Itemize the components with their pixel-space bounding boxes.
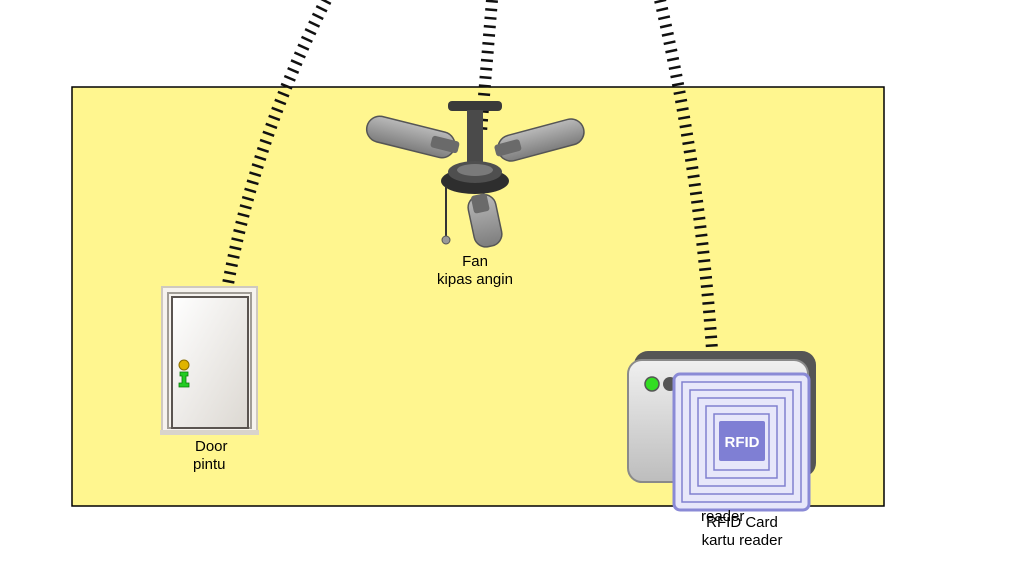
- rfid-label-top: reader: [701, 508, 745, 525]
- door-icon[interactable]: [160, 286, 259, 435]
- rfid-local-name: kartu reader: [701, 532, 783, 549]
- rfid-badge-text: RFID: [725, 434, 760, 451]
- door-local-name: pintu: [193, 456, 226, 473]
- rfid-name: RFID Card: [706, 514, 778, 531]
- cable-door: [222, 0, 332, 286]
- fan-name: Fan: [462, 253, 488, 270]
- fan-local-name: kipas angin: [437, 271, 513, 288]
- fan-label: Fan kipas angin: [425, 253, 525, 289]
- cable-rfid: [654, 0, 718, 351]
- ceiling-fan-icon[interactable]: [364, 101, 587, 249]
- door-name: Door: [195, 438, 228, 455]
- rfid-label: RFID Card kartu reader: [687, 514, 797, 550]
- rfid-card-icon[interactable]: RFID: [672, 372, 811, 512]
- door-label: Door pintu: [193, 438, 228, 474]
